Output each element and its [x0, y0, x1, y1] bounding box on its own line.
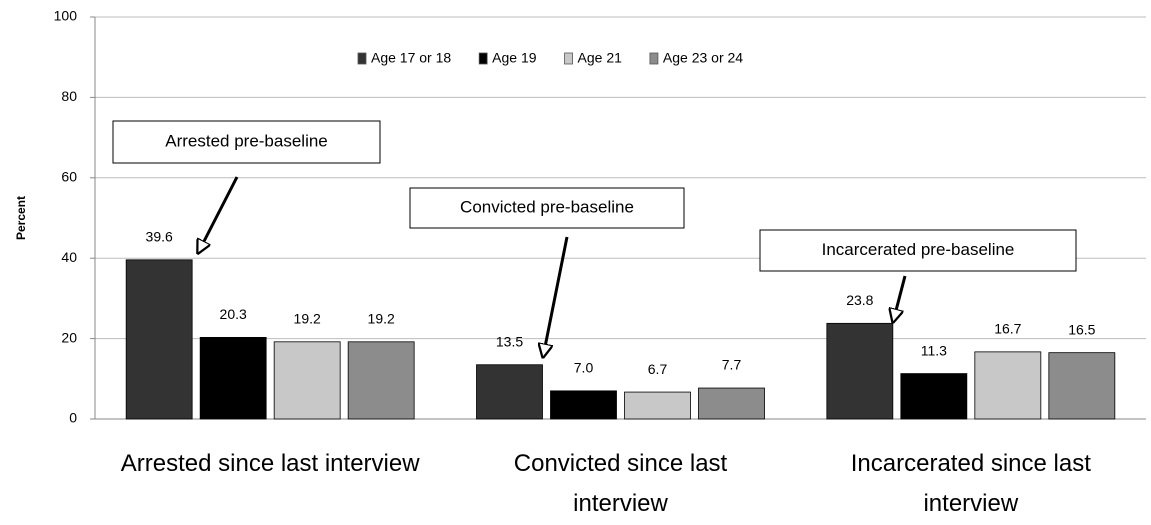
- y-tick-label: 0: [69, 410, 77, 426]
- legend-label: Age 17 or 18: [371, 50, 451, 66]
- annotation-text: Incarcerated pre-baseline: [822, 240, 1015, 259]
- legend-label: Age 19: [492, 50, 537, 66]
- legend-swatch: [357, 52, 367, 65]
- bar: [624, 391, 691, 420]
- annotation-box: [112, 120, 381, 164]
- annotation-arrow: [893, 275, 907, 322]
- y-tick-label: 60: [61, 169, 77, 185]
- bar: [199, 336, 267, 420]
- bar: [125, 259, 193, 420]
- data-label: 11.3: [921, 342, 947, 358]
- y-tick-label: 100: [54, 8, 78, 24]
- bar: [476, 364, 543, 420]
- bar: [347, 341, 415, 420]
- legend-swatch: [649, 52, 659, 65]
- bar: [273, 341, 341, 420]
- annotation-text: Arrested pre-baseline: [165, 131, 328, 150]
- data-label: 23.8: [846, 292, 873, 308]
- data-label: 7.7: [722, 357, 742, 373]
- y-tick-label: 80: [61, 88, 77, 104]
- annotation-text: Convicted pre-baseline: [460, 197, 634, 216]
- bar: [826, 322, 894, 420]
- annotation-box: [409, 187, 685, 229]
- x-tick-label: Incarcerated since last interview: [850, 450, 1091, 517]
- bar: [974, 351, 1042, 420]
- annotation-box: [759, 229, 1077, 272]
- data-label: 16.5: [1068, 321, 1095, 337]
- y-tick-label: 40: [61, 249, 77, 265]
- annotation-arrow: [198, 176, 239, 253]
- bar: [550, 390, 617, 420]
- legend-swatch: [478, 52, 488, 65]
- data-label: 13.5: [496, 333, 523, 349]
- data-label: 7.0: [574, 360, 594, 376]
- annotation-arrow: [543, 236, 569, 357]
- legend-label: Age 21: [578, 50, 623, 66]
- x-tick-label: Convicted since last interview: [513, 450, 728, 517]
- data-label: 20.3: [220, 306, 247, 322]
- legend-swatch: [564, 52, 573, 65]
- bar: [900, 373, 968, 420]
- y-axis-label: Percent: [14, 196, 28, 240]
- bar: [1048, 352, 1116, 420]
- x-tick-label: Arrested since last interview: [120, 450, 420, 477]
- legend-label: Age 23 or 24: [663, 50, 743, 66]
- data-label: 19.2: [294, 311, 321, 327]
- data-label: 39.6: [146, 229, 173, 245]
- data-label: 6.7: [648, 361, 668, 377]
- data-label: 19.2: [368, 311, 395, 327]
- data-label: 16.7: [994, 321, 1021, 337]
- bar: [698, 387, 765, 420]
- y-tick-label: 20: [61, 329, 77, 345]
